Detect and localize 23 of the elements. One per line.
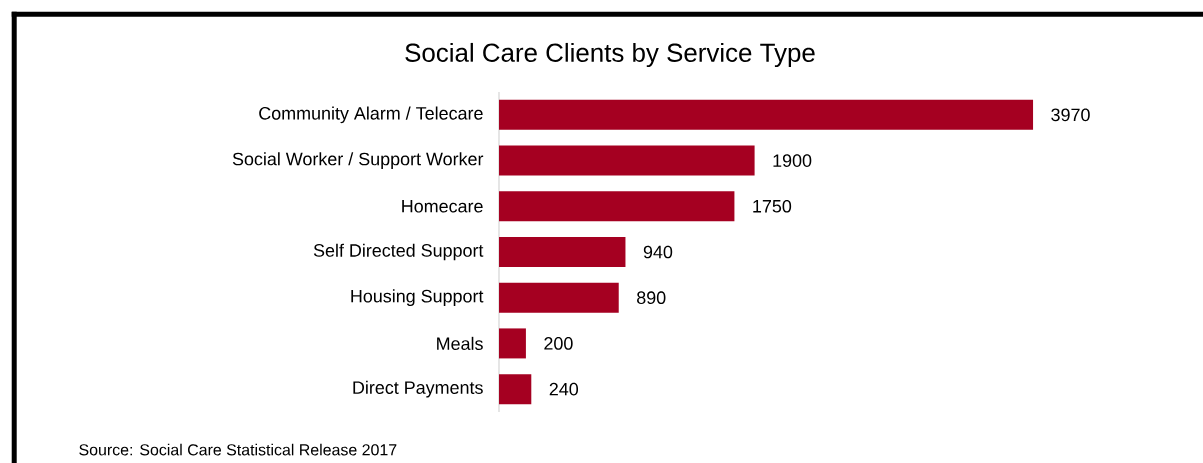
bar [499,191,735,222]
y-tick-label: Housing Support [351,289,484,307]
bar [499,99,1034,130]
y-tick-label: Self Directed Support [313,243,484,261]
bar [499,236,626,267]
source-note: Source: Social Care Statistical Release 2017 [79,443,397,456]
data-label: 1750 [753,199,792,213]
y-tick-label: Social Worker / Support Worker [232,152,484,169]
data-label: 1900 [773,154,812,167]
y-tick-label: Meals [437,336,483,350]
bar [499,282,619,313]
y-tick-label: Homecare [402,200,483,213]
data-label: 3970 [1051,108,1090,122]
data-label: 240 [549,382,579,396]
y-tick-label: Community Alarm / Telecare [259,106,483,124]
y-tick-label: Direct Payments [353,380,483,398]
chart-title: Social Care Clients by Service Type [405,42,815,68]
bar [499,328,526,359]
bar [499,374,532,405]
data-label: 890 [637,291,666,305]
data-label: 940 [643,245,673,259]
bar [499,145,755,176]
data-label: 200 [544,337,573,350]
